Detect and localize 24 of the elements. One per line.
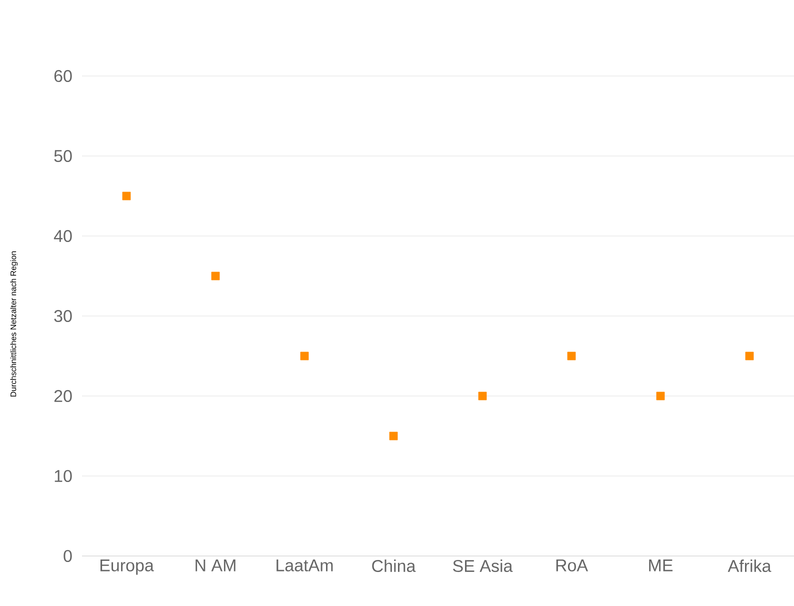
point [656,392,665,400]
y-tick-label: 50 [54,150,72,162]
point [300,352,309,360]
y-tick-label: 0 [64,550,72,562]
x-tick-label: RoA [556,560,588,572]
point [478,392,487,400]
y-tick-label: 60 [54,70,72,82]
point [567,352,576,360]
x-tick-label: N AM [196,560,236,572]
x-tick-label: Afrika [728,560,772,572]
x-tick-label: LaatAm [276,560,333,572]
x-tick-label: China [372,560,416,572]
point [389,432,398,440]
x-tick-label: Europa [100,560,154,575]
y-tick-label: 20 [54,390,72,402]
y-tick-label: 40 [54,230,72,242]
x-tick-label: SE Asia [453,560,513,572]
y-tick-label: 30 [54,310,72,322]
point [745,352,754,360]
point [211,272,220,280]
point [122,192,131,200]
y-tick-label: 10 [54,470,72,482]
x-tick-label: ME [649,560,673,572]
y-axis-title: Durchschnittliches Netzalter nach Region [10,251,18,396]
